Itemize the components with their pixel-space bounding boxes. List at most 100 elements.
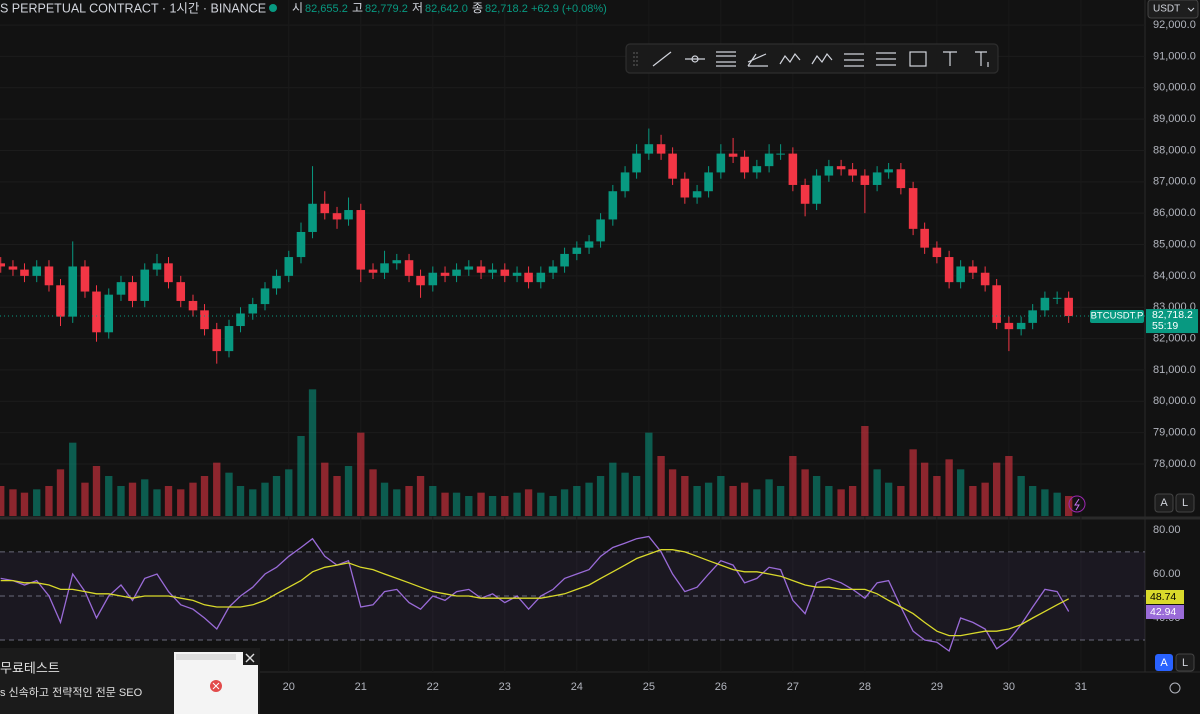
tool-projection[interactable]	[876, 52, 896, 66]
symbol-title: S PERPETUAL CONTRACT · 1시간 · BINANCE	[0, 1, 266, 15]
candle-body	[956, 266, 965, 283]
button-label: A	[1160, 497, 1168, 509]
rsi-value-tag	[1146, 590, 1184, 604]
y-tick-label: 86,000.0	[1153, 207, 1196, 219]
auto-scale-button[interactable]	[1155, 654, 1173, 671]
y-tick-label: 80,000.0	[1153, 395, 1196, 407]
currency-select[interactable]: USDT	[1147, 0, 1199, 19]
candle-body	[200, 310, 209, 330]
volume-bar	[20, 492, 29, 516]
volume-bar	[537, 492, 545, 516]
volume-bar	[693, 486, 701, 516]
candle-body	[728, 153, 738, 157]
candle-body	[884, 169, 893, 173]
ad-banner[interactable]: 무료테스트 s 신속하고 전략적인 전문 SEO	[0, 648, 260, 714]
candle-body	[212, 329, 222, 352]
ohlc-value: 82,779.2	[365, 3, 408, 15]
ohlc-value: 82,718.2	[485, 3, 528, 15]
volume-bar	[585, 482, 593, 516]
price-tag-text: 82,718.2	[1152, 309, 1193, 321]
candle-body	[128, 282, 137, 301]
volume-bar	[596, 476, 605, 516]
ad-text: s 신속하고 전략적인 전문 SEO	[0, 685, 143, 699]
candle-body	[932, 247, 942, 258]
candle-body	[536, 272, 546, 283]
candle-body	[1052, 297, 1062, 299]
ad-close-x	[245, 653, 255, 663]
volume-bar	[0, 486, 5, 516]
tool-horizontal-line[interactable]	[685, 55, 705, 63]
volume-bar	[1028, 486, 1037, 516]
candle-body	[428, 272, 438, 286]
y-tick-label: 79,000.0	[1153, 427, 1196, 439]
volume-bar	[981, 482, 989, 516]
volume-bar	[573, 486, 581, 516]
candle-body	[776, 153, 785, 155]
candle-body	[332, 213, 342, 220]
candle-body	[524, 272, 533, 283]
tool-gann[interactable]	[747, 53, 768, 67]
symbol-tag-text: BTCUSDT.P	[1091, 311, 1144, 322]
volume-bar	[69, 442, 77, 516]
tool-text[interactable]	[943, 51, 957, 66]
candle-body	[656, 144, 666, 154]
volume-bar	[945, 459, 953, 516]
candle-body	[1040, 297, 1050, 311]
tool-note[interactable]	[975, 51, 989, 67]
tool-range[interactable]	[844, 53, 864, 67]
candle-body	[380, 263, 389, 273]
candle-body	[584, 241, 594, 248]
volume-bar	[668, 469, 677, 516]
volume-bar	[884, 482, 893, 516]
volume-bar	[717, 476, 725, 516]
volume-bar	[645, 432, 653, 516]
status-dot	[269, 4, 277, 12]
settings-icon[interactable]	[1169, 682, 1181, 694]
x-tick-label: 24	[571, 681, 583, 693]
volume-bar	[92, 466, 101, 516]
volume-bar	[81, 482, 89, 516]
candle-body	[368, 269, 378, 273]
volume-bar	[897, 486, 905, 516]
x-tick-label: 20	[283, 681, 295, 693]
candle-body	[356, 210, 366, 270]
auto-scale-button[interactable]	[1154, 493, 1174, 513]
candle-body	[620, 172, 630, 192]
volume-bar	[128, 482, 137, 516]
candle-body	[668, 153, 677, 179]
log-scale-button[interactable]	[1175, 493, 1195, 513]
tool-trend-line[interactable]	[652, 51, 672, 67]
log-scale-button[interactable]	[1175, 653, 1195, 672]
currency-label: USDT	[1153, 4, 1180, 15]
tool-abcd[interactable]	[811, 52, 833, 65]
candle-body	[224, 326, 234, 352]
candle-body	[788, 153, 798, 185]
tool-rectangle[interactable]	[909, 51, 927, 67]
tool-pattern[interactable]	[779, 52, 801, 65]
y-tick-label: 84,000.0	[1153, 270, 1196, 282]
volume-bar	[321, 462, 329, 516]
ad-title: 무료테스트	[0, 660, 60, 675]
countdown: 55:19	[1152, 320, 1178, 332]
volume-bar	[393, 489, 401, 516]
candle-body	[20, 269, 29, 276]
volume-bar	[357, 432, 365, 516]
alert-bolt	[1074, 498, 1080, 511]
scale-buttons[interactable]: A L A L	[1068, 493, 1195, 694]
y-tick-label: 87,000.0	[1153, 176, 1196, 188]
volume-bar	[861, 426, 869, 516]
drawing-toolbar	[625, 43, 999, 74]
tool-fib[interactable]	[716, 51, 736, 67]
y-tick-label: 82,000.0	[1153, 332, 1196, 344]
ohlc-value: 82,642.0	[425, 3, 468, 15]
rsi-tick-label: 80.00	[1153, 524, 1181, 536]
candle-body	[32, 266, 42, 276]
volume-bar	[429, 486, 437, 516]
candle-body	[392, 260, 402, 264]
alert-icon[interactable]	[1068, 495, 1086, 513]
x-tick-label: 21	[355, 681, 367, 693]
candle-body	[572, 247, 582, 254]
currency-button[interactable]	[1147, 0, 1199, 19]
volume-bar	[465, 496, 473, 516]
